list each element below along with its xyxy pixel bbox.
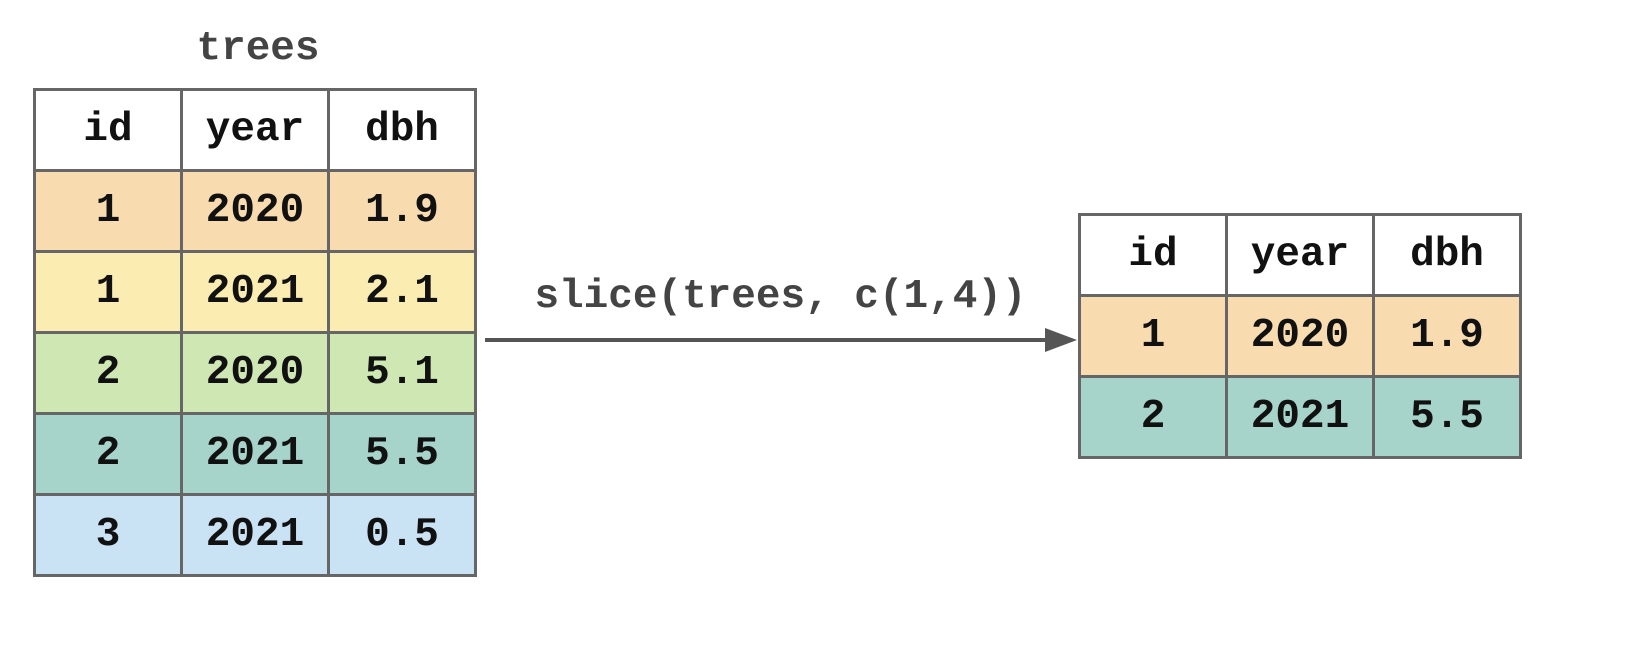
arrow-head-icon <box>1045 328 1077 352</box>
table-row: 2 2021 5.5 <box>33 412 477 496</box>
table-cell-id: 3 <box>33 493 183 577</box>
table-cell-year: 2020 <box>180 169 330 253</box>
table-row: 3 2021 0.5 <box>33 493 477 577</box>
table-cell-id: 1 <box>33 250 183 334</box>
input-table: id year dbh 1 2020 1.9 1 2021 2.1 2 2020 5.1 2 202… <box>33 88 477 577</box>
header-row: id year dbh <box>1078 213 1522 297</box>
table-row: 2 2021 5.5 <box>1078 375 1522 459</box>
output-table: id year dbh 1 2020 1.9 2 2021 5.5 <box>1078 213 1522 459</box>
input-table-title: trees <box>196 26 320 72</box>
table-cell-id: 1 <box>1078 294 1228 378</box>
table-cell-year: 2021 <box>180 412 330 496</box>
table-cell-dbh: 1.9 <box>1372 294 1522 378</box>
table-row: 1 2020 1.9 <box>1078 294 1522 378</box>
header-id: id <box>33 88 183 172</box>
table-cell-year: 2021 <box>180 493 330 577</box>
table-cell-id: 1 <box>33 169 183 253</box>
table-cell-dbh: 2.1 <box>327 250 477 334</box>
header-dbh: dbh <box>1372 213 1522 297</box>
header-id: id <box>1078 213 1228 297</box>
table-cell-dbh: 5.5 <box>1372 375 1522 459</box>
header-row: id year dbh <box>33 88 477 172</box>
table-cell-id: 2 <box>1078 375 1228 459</box>
table-cell-dbh: 5.1 <box>327 331 477 415</box>
table-cell-year: 2021 <box>1225 375 1375 459</box>
table-row: 1 2021 2.1 <box>33 250 477 334</box>
table-cell-dbh: 5.5 <box>327 412 477 496</box>
table-cell-dbh: 1.9 <box>327 169 477 253</box>
table-row: 1 2020 1.9 <box>33 169 477 253</box>
header-dbh: dbh <box>327 88 477 172</box>
table-cell-year: 2020 <box>1225 294 1375 378</box>
operation-label: slice(trees, c(1,4)) <box>534 274 1027 320</box>
table-cell-dbh: 0.5 <box>327 493 477 577</box>
table-cell-year: 2021 <box>180 250 330 334</box>
table-cell-id: 2 <box>33 331 183 415</box>
header-year: year <box>1225 213 1375 297</box>
table-cell-id: 2 <box>33 412 183 496</box>
table-row: 2 2020 5.1 <box>33 331 477 415</box>
header-year: year <box>180 88 330 172</box>
table-cell-year: 2020 <box>180 331 330 415</box>
